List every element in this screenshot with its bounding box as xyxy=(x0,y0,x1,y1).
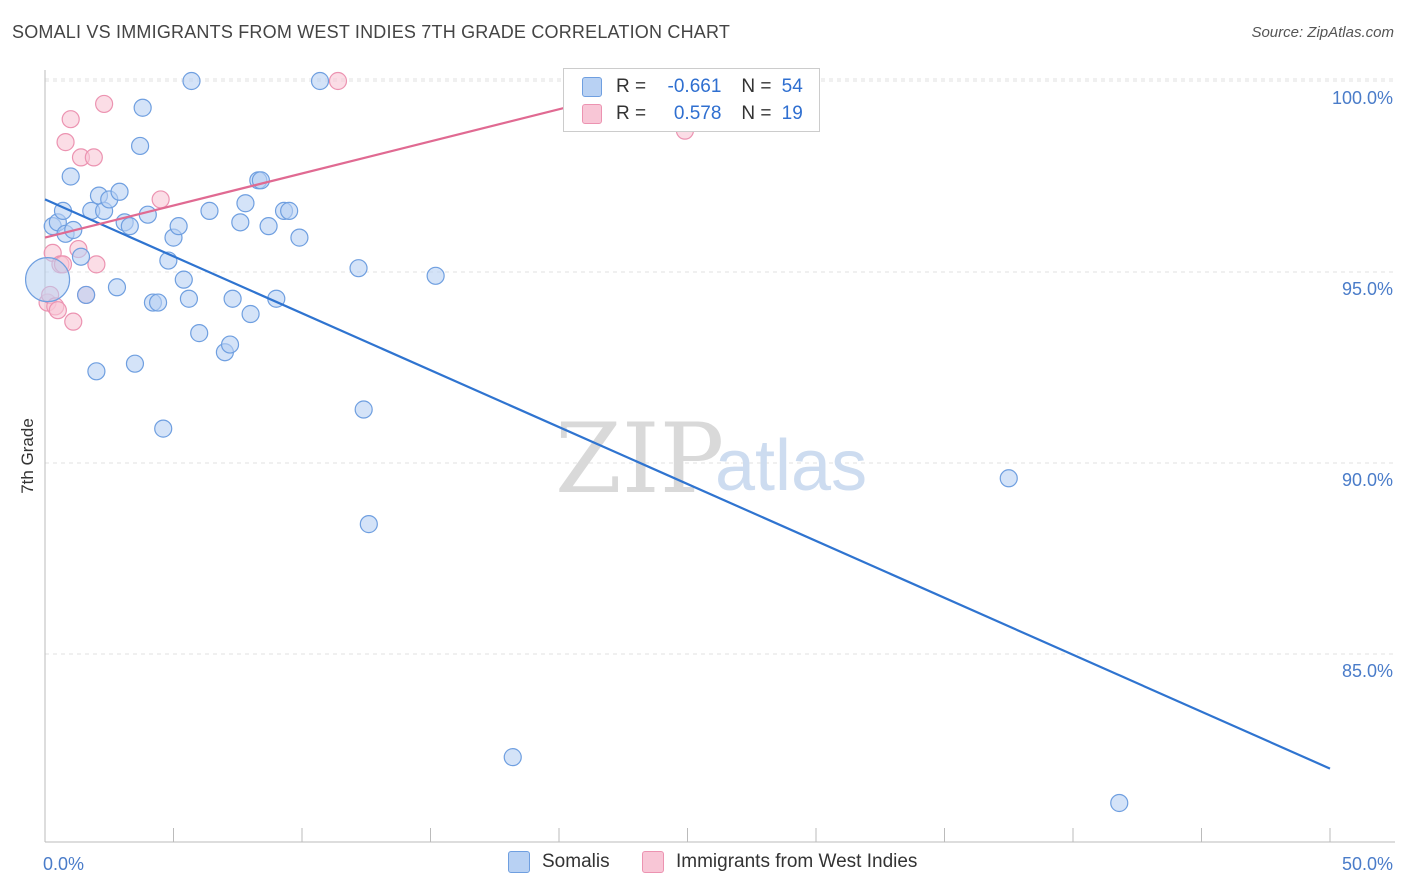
somali-point xyxy=(220,335,240,354)
somali-point xyxy=(169,217,188,236)
somali-point xyxy=(200,201,219,220)
somali-point xyxy=(107,278,127,297)
somali-point xyxy=(138,205,157,224)
watermark-atlas: atlas xyxy=(715,426,867,506)
somali-point xyxy=(174,270,193,289)
somali-point xyxy=(120,217,139,236)
somali-point xyxy=(77,285,96,305)
somali-point xyxy=(503,748,522,767)
somali-point xyxy=(24,257,71,303)
gridlines xyxy=(45,78,1395,655)
somalis-swatch xyxy=(582,77,602,97)
west-indies-point xyxy=(61,110,80,129)
west-indies-swatch xyxy=(582,104,602,124)
west-indies-legend-swatch xyxy=(642,851,664,873)
somali-point xyxy=(110,182,129,201)
west-indies-point xyxy=(64,312,83,331)
r-label: R = xyxy=(616,103,647,124)
legend-item-somalis: Somalis xyxy=(508,851,610,873)
source-credit: Source: ZipAtlas.com xyxy=(1251,24,1394,41)
y-tick-label: 100.0% xyxy=(1332,88,1393,108)
x-tick-label: 0.0% xyxy=(43,854,84,874)
y-tick-label: 90.0% xyxy=(1342,470,1393,490)
west-indies-point xyxy=(48,301,67,320)
west-indies-legend-label: Immigrants from West Indies xyxy=(676,851,918,872)
somali-point xyxy=(61,167,80,186)
west-indies-point xyxy=(95,94,114,114)
somali-point xyxy=(71,247,91,266)
stats-legend: R = -0.661 N = 54 R = 0.578 N = 19 xyxy=(563,68,820,132)
somali-point xyxy=(148,293,168,312)
somali-point xyxy=(241,304,260,324)
y-tick-label: 85.0% xyxy=(1342,661,1393,681)
somali-point xyxy=(223,289,242,308)
west-indies-point xyxy=(328,71,348,91)
somali-point xyxy=(359,515,378,534)
west-indies-point xyxy=(56,133,75,152)
n-value: 54 xyxy=(781,76,803,97)
somali-point xyxy=(125,354,145,373)
somali-point xyxy=(426,266,445,285)
west-indies-point xyxy=(151,190,170,209)
somali-point xyxy=(154,419,173,438)
somali-point xyxy=(999,469,1018,488)
r-value: -0.661 xyxy=(667,76,722,97)
axes xyxy=(44,70,1395,843)
somali-point xyxy=(236,194,255,213)
legend-item-west-indies: Immigrants from West Indies xyxy=(642,851,917,873)
r-value: 0.578 xyxy=(673,103,722,124)
somali-point xyxy=(179,289,199,308)
somali-point xyxy=(130,136,150,156)
legend-row-west-indies: R = 0.578 N = 19 xyxy=(582,102,803,126)
r-label: R = xyxy=(616,76,647,97)
somali-point xyxy=(310,71,330,91)
somalis-legend-swatch xyxy=(508,851,530,873)
somali-point xyxy=(259,217,278,236)
legend-row-somalis: R = -0.661 N = 54 xyxy=(582,75,803,99)
watermark-zip: ZIP xyxy=(555,403,724,515)
west-indies-point xyxy=(84,148,103,167)
west-indies-point xyxy=(87,255,106,274)
somali-point xyxy=(290,228,309,247)
y-tick-label: 95.0% xyxy=(1342,279,1393,299)
x-tick-label: 50.0% xyxy=(1342,854,1393,874)
somalis-legend-label: Somalis xyxy=(542,851,610,872)
tick-labels: 85.0% 90.0% 95.0% 100.0% 0.0% 50.0% xyxy=(43,88,1393,874)
somali-trend-line xyxy=(44,198,1331,770)
somali-point xyxy=(231,213,250,232)
somali-point xyxy=(87,362,106,381)
somali-point xyxy=(190,324,209,343)
chart-title: SOMALI VS IMMIGRANTS FROM WEST INDIES 7T… xyxy=(12,22,731,42)
somali-point xyxy=(182,71,201,91)
n-label: N = xyxy=(741,103,772,124)
somali-point xyxy=(1110,793,1129,813)
somali-point xyxy=(280,201,299,220)
somali-point xyxy=(349,259,368,278)
n-label: N = xyxy=(741,76,772,97)
n-value: 19 xyxy=(781,103,803,124)
somali-point xyxy=(354,400,373,419)
somali-point xyxy=(133,98,152,117)
